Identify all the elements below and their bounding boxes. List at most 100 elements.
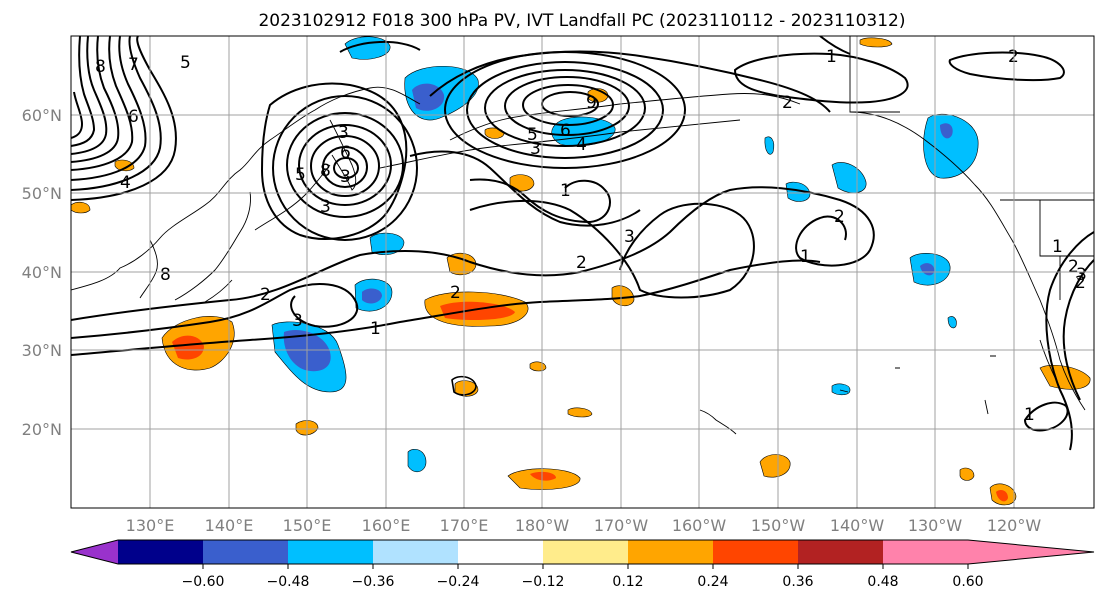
contour-west-5 [71, 36, 120, 163]
contour-label: 8 [160, 265, 171, 285]
pos-region-small-7 [529, 361, 547, 372]
neg-region-east-1 [831, 162, 867, 194]
colorbar-tick-label: −0.36 [352, 574, 395, 590]
lon-label: 120°W [987, 516, 1042, 535]
lat-label: 40°N [22, 263, 62, 282]
small-islands [839, 355, 996, 415]
contour-label: 1 [370, 319, 381, 339]
pos-region-south-1-core [530, 471, 556, 481]
contour-label: 2 [576, 253, 587, 273]
contour-northeast-2 [948, 51, 1065, 82]
neg-region-small-1 [407, 449, 427, 473]
colorbar-tick-label: −0.24 [437, 574, 480, 590]
contour-west-1 [71, 36, 177, 201]
pos-region-south-3-core [996, 490, 1008, 502]
pos-region-small-9 [859, 37, 893, 48]
colorbar-tick-label: −0.48 [267, 574, 310, 590]
contour-labels: 8 7 5 4 6 5 3 3 6 8 9 6 5 4 3 1 2 2 3 2 [95, 47, 1087, 425]
coast-japan [174, 191, 251, 303]
pos-region-small-11 [71, 201, 91, 214]
contour-west-6 [71, 36, 108, 155]
pos-region-small-10 [114, 159, 135, 172]
colorbar-segment [798, 540, 883, 564]
contour-low-alaska-2 [466, 61, 664, 159]
colorbar-segment [373, 540, 458, 564]
contour-label: 9 [586, 93, 597, 113]
contour-label: 1 [826, 47, 837, 67]
contour-label: 2 [834, 207, 845, 227]
neg-region-small-4 [947, 316, 957, 329]
latitude-labels: 60°N 50°N 40°N 30°N 20°N [22, 106, 62, 439]
longitude-labels: 130°E 140°E 150°E 160°E 170°E 180°W 170°… [126, 516, 1042, 535]
lat-label: 60°N [22, 106, 62, 125]
colorbar-tick-label: 0.60 [952, 574, 983, 590]
contour-west-4 [71, 36, 134, 171]
pos-region-small-5 [484, 127, 505, 139]
pos-region-small-8 [959, 467, 975, 481]
pos-region-small-2 [567, 407, 593, 418]
neg-region-midlat-2-core [362, 288, 382, 304]
coast-westcoast [849, 111, 1086, 411]
colorbar-extend-high [968, 540, 1094, 564]
lon-label: 170°E [440, 516, 489, 535]
contour-dateline-trough [469, 199, 755, 299]
contour-west-2 [71, 36, 162, 191]
contour-subtropic-blob [451, 375, 477, 396]
contour-label: 2 [1008, 47, 1019, 67]
lat-label: 20°N [22, 420, 62, 439]
coast-alaska [449, 93, 801, 141]
colorbar-tick-label: 0.36 [782, 574, 813, 590]
lon-label: 130°E [126, 516, 175, 535]
colorbar-segment [628, 540, 713, 564]
us-border [1010, 199, 1094, 300]
contour-label: 5 [180, 53, 191, 73]
lon-label: 170°W [594, 516, 649, 535]
contour-label: 3 [338, 123, 349, 143]
colorbar-tick-label: 0.24 [697, 574, 728, 590]
contour-ridge-2 [71, 186, 875, 321]
contour-label: 2 [450, 283, 461, 303]
contour-low-alaska-3 [484, 69, 646, 147]
lat-label: 50°N [22, 184, 62, 203]
contour-label: 7 [128, 55, 139, 75]
contour-mid-1 [409, 150, 641, 227]
contour-west-7 [71, 36, 96, 147]
coast-asia [71, 86, 421, 291]
contour-label: 3 [530, 139, 541, 159]
lon-label: 150°E [283, 516, 332, 535]
colorbar-tick-label: −0.12 [522, 574, 565, 590]
contour-low-kamchatka-1 [272, 95, 418, 241]
contour-label: 4 [120, 173, 131, 193]
lon-label: 180°W [515, 516, 570, 535]
contour-mid-2 [469, 178, 611, 224]
colorbar-outline [70, 539, 1095, 565]
colorbar: −0.60 −0.48 −0.36 −0.24 −0.12 0.12 0.24 … [70, 539, 1095, 590]
lon-label: 150°W [751, 516, 806, 535]
contour-west-8 [71, 91, 84, 139]
neg-region-gulf [923, 113, 979, 179]
coastlines [71, 36, 1094, 435]
neg-region-small-5 [764, 136, 775, 155]
contour-label: 1 [800, 247, 811, 267]
map-frame [70, 35, 1095, 509]
lon-label: 160°E [362, 516, 411, 535]
contour-low-alaska-4 [504, 76, 630, 136]
lon-label: 130°W [908, 516, 963, 535]
neg-region-small-2 [785, 181, 811, 202]
contour-north-tail [819, 36, 851, 55]
contour-label: 3 [292, 311, 303, 331]
contour-label: 6 [560, 121, 571, 141]
contour-label: 1 [1052, 237, 1063, 257]
lon-label: 140°E [205, 516, 254, 535]
contour-label: 5 [527, 125, 538, 145]
contour-label: 5 [295, 165, 306, 185]
contour-label: 3 [340, 167, 351, 187]
pos-region-japan-core [172, 335, 204, 360]
contour-north-arc [339, 41, 421, 53]
contour-northeast [733, 52, 909, 104]
contour-label: 2 [1075, 273, 1086, 293]
graticule [71, 36, 1094, 508]
colorbar-segment [543, 540, 628, 564]
lat-label: 30°N [22, 341, 62, 360]
